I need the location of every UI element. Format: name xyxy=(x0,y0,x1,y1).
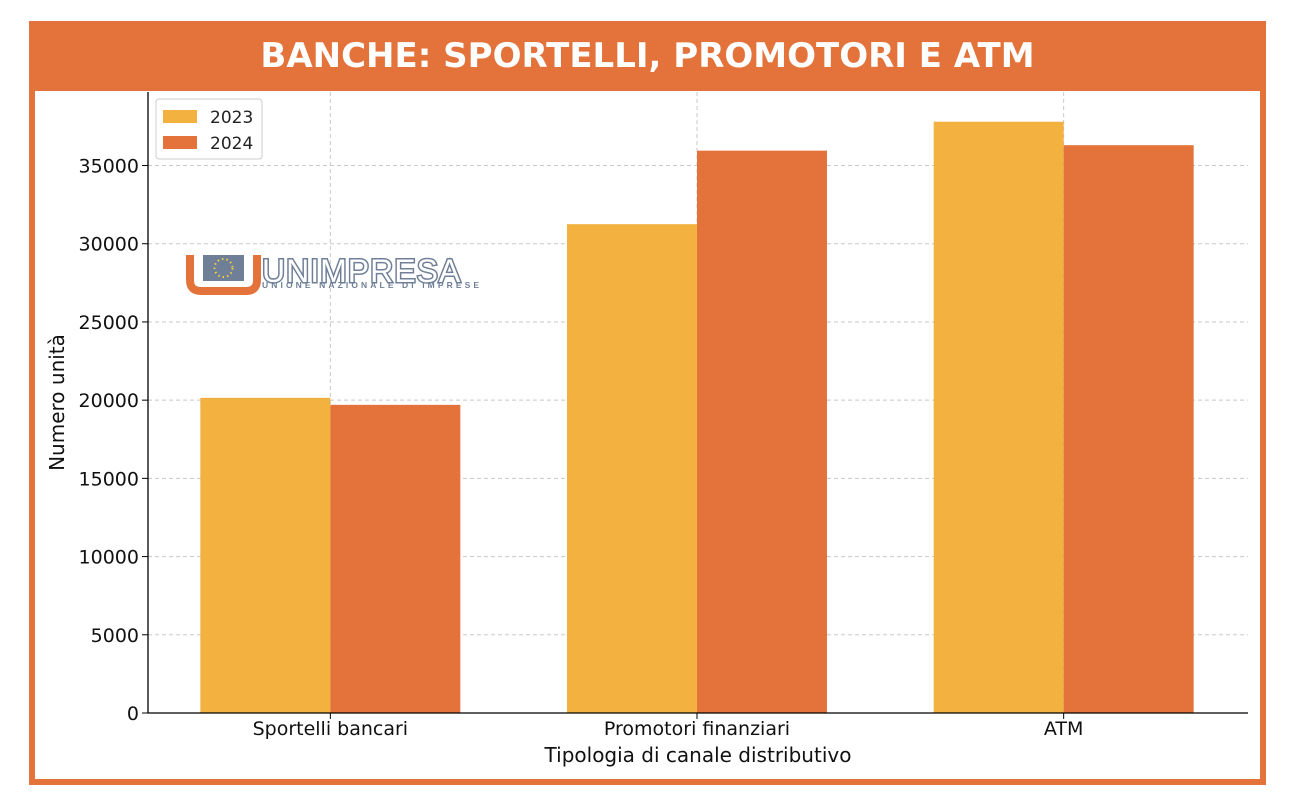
logo-tagline: UNIONE NAZIONALE DI IMPRESE xyxy=(262,280,482,290)
y-tick-label: 0 xyxy=(127,703,139,725)
legend: 2023 2024 xyxy=(155,98,263,160)
y-tick-label: 20000 xyxy=(79,390,139,412)
legend-swatch-2023 xyxy=(163,110,197,123)
x-axis-label: Tipologia di canale distributivo xyxy=(544,743,852,767)
legend-label-2023: 2023 xyxy=(210,108,253,128)
y-tick-label: 15000 xyxy=(79,468,139,490)
bar-2024-1 xyxy=(697,150,827,713)
title-banner: BANCHE: SPORTELLI, PROMOTORI E ATM xyxy=(29,21,1266,91)
y-tick-label: 35000 xyxy=(79,156,139,178)
unimpresa-logo: UNIMPRESA UNIONE NAZIONALE DI IMPRESE xyxy=(186,252,482,295)
bars xyxy=(200,121,1194,714)
bar-2024-0 xyxy=(330,404,461,713)
legend-swatch-2024 xyxy=(163,136,197,149)
bar-2024-2 xyxy=(1063,145,1194,713)
x-tick-label: Sportelli bancari xyxy=(253,718,409,740)
logo-emblem-icon xyxy=(186,255,261,295)
y-tick-label: 5000 xyxy=(91,625,139,647)
bar-2023-2 xyxy=(933,121,1064,714)
page-title: BANCHE: SPORTELLI, PROMOTORI E ATM xyxy=(260,36,1035,76)
y-tick-label: 30000 xyxy=(79,234,139,256)
y-axis-label: Numero unità xyxy=(45,334,69,471)
x-tick-label: Promotori finanziari xyxy=(604,718,790,740)
bar-2023-1 xyxy=(567,224,697,713)
y-tick-label: 25000 xyxy=(79,312,139,334)
logo-wordmark: UNIMPRESA xyxy=(262,253,461,289)
axes: 0 5000 10000 15000 20000 25000 30000 35000 Sport… xyxy=(45,92,1248,767)
x-tick-label: ATM xyxy=(1044,718,1084,740)
legend-label-2024: 2024 xyxy=(210,134,253,154)
bar-2023-0 xyxy=(200,397,331,713)
y-tick-label: 10000 xyxy=(79,547,139,569)
